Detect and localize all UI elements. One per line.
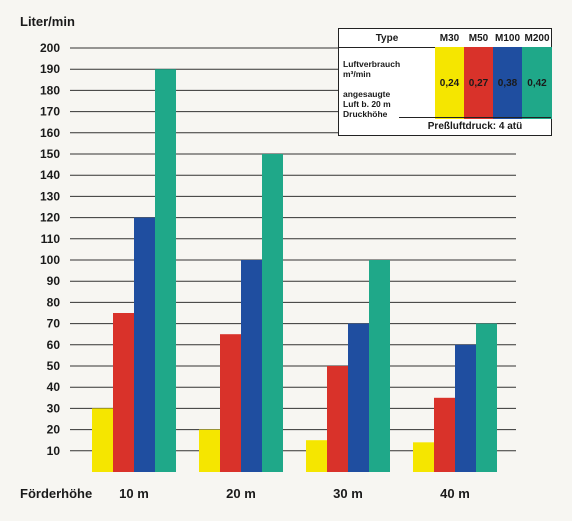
x-axis-label: Förderhöhe: [20, 486, 92, 501]
legend-header-m100: M100: [494, 33, 520, 44]
legend-table: Type M30 M50 M100 M200 Luftverbrauch m³/…: [338, 28, 552, 136]
y-tick-label: 80: [47, 295, 61, 309]
y-tick-label: 160: [40, 126, 60, 140]
y-tick-label: 20: [47, 423, 61, 437]
bar-m30-10m: [92, 408, 113, 472]
bar-m200-10m: [155, 69, 176, 472]
bar-m50-40m: [434, 397, 455, 472]
y-tick-label: 30: [47, 401, 61, 415]
legend-header-m200: M200: [524, 33, 550, 44]
legend-desc-line4: Luft b. 20 m: [343, 99, 391, 109]
y-tick-labels: 10 20 30 40 50 60 70 80 90 100 110 120 130 140 150 160 1…: [40, 41, 60, 458]
legend-header-m30: M30: [439, 33, 460, 44]
bar-m50-10m: [113, 313, 134, 472]
y-tick-label: 130: [40, 189, 60, 203]
x-tick-label: 30 m: [333, 486, 363, 501]
bar-m100-30m: [348, 323, 369, 472]
y-tick-label: 200: [40, 41, 60, 55]
legend-swatch-m100: 0,38: [493, 47, 522, 119]
y-axis-label: Liter/min: [20, 14, 75, 29]
y-tick-label: 120: [40, 211, 60, 225]
x-tick-label: 40 m: [440, 486, 470, 501]
x-tick-label: 10 m: [119, 486, 149, 501]
bar-m100-40m: [455, 344, 476, 472]
y-tick-label: 140: [40, 168, 60, 182]
legend-swatch-m200: 0,42: [522, 47, 552, 119]
bar-m200-40m: [476, 323, 497, 472]
bars: [92, 69, 497, 472]
y-tick-label: 40: [47, 380, 61, 394]
legend-desc-line3: angesaugte: [343, 89, 391, 99]
x-tick-labels: 10 m 20 m 30 m 40 m: [119, 486, 470, 501]
y-tick-label: 10: [47, 444, 61, 458]
legend-swatch-m50: 0,27: [464, 47, 493, 119]
bar-m30-20m: [199, 429, 220, 472]
y-tick-label: 190: [40, 62, 60, 76]
y-tick-label: 170: [40, 105, 60, 119]
y-tick-label: 150: [40, 147, 60, 161]
legend-desc-line2: m³/min: [343, 69, 371, 79]
bar-m200-30m: [369, 260, 390, 472]
y-tick-label: 70: [47, 317, 61, 331]
y-tick-label: 60: [47, 338, 61, 352]
bar-m30-30m: [306, 440, 327, 472]
bar-m100-20m: [241, 260, 262, 472]
legend-header-m50: M50: [468, 33, 489, 44]
y-tick-label: 110: [41, 232, 61, 246]
y-tick-label: 50: [47, 359, 61, 373]
legend-type-header: Type: [375, 33, 399, 44]
y-tick-label: 180: [40, 83, 60, 97]
legend-desc-line1: Luftverbrauch: [343, 59, 401, 69]
bar-m100-10m: [134, 217, 155, 472]
bar-m30-40m: [413, 442, 434, 472]
legend-swatch-m30: 0,24: [435, 47, 464, 119]
y-tick-label: 90: [47, 274, 61, 288]
x-tick-label: 20 m: [226, 486, 256, 501]
bar-m50-30m: [327, 366, 348, 472]
legend-desc-line5: Druckhöhe: [343, 109, 388, 119]
legend-footer: Preßluftdruck: 4 atü: [399, 117, 551, 135]
y-tick-label: 100: [40, 253, 60, 267]
bar-m50-20m: [220, 334, 241, 472]
bar-m200-20m: [262, 154, 283, 472]
